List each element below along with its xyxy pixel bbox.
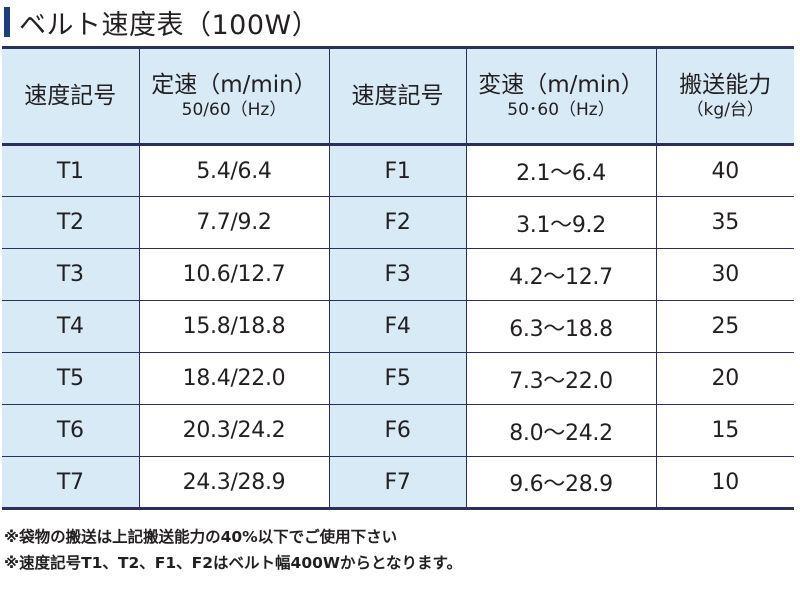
cell-capacity: 35 bbox=[655, 196, 794, 249]
cell-variable-speed: 3.1〜9.2 bbox=[465, 196, 657, 249]
header-capacity: 搬送能力 （kg/台） bbox=[655, 46, 794, 146]
header-speed-code-fixed: 速度記号 bbox=[2, 46, 140, 146]
cell-capacity: 25 bbox=[655, 300, 794, 353]
cell-fixed-code: T6 bbox=[2, 404, 140, 457]
cell-fixed-speed: 20.3/24.2 bbox=[138, 404, 330, 457]
header-speed-code-variable: 速度記号 bbox=[328, 46, 467, 146]
cell-fixed-speed: 15.8/18.8 bbox=[138, 300, 330, 353]
cell-fixed-speed: 18.4/22.0 bbox=[138, 352, 330, 405]
table-header-row: 速度記号 定速（m/min） 50/60（Hz） 速度記号 変速（m/min） … bbox=[2, 46, 794, 146]
cell-capacity: 40 bbox=[655, 144, 794, 197]
cell-variable-code: F3 bbox=[328, 248, 467, 301]
belt-speed-table: 速度記号 定速（m/min） 50/60（Hz） 速度記号 変速（m/min） … bbox=[2, 46, 794, 510]
header-fixed-speed: 定速（m/min） 50/60（Hz） bbox=[138, 46, 330, 146]
cell-variable-code: F5 bbox=[328, 352, 467, 405]
table-row: T5 18.4/22.0 F5 7.3〜22.0 20 bbox=[2, 352, 794, 405]
cell-variable-speed: 8.0〜24.2 bbox=[465, 404, 657, 457]
cell-variable-speed: 2.1〜6.4 bbox=[465, 144, 657, 197]
cell-fixed-speed: 5.4/6.4 bbox=[138, 144, 330, 197]
cell-variable-code: F1 bbox=[328, 144, 467, 197]
cell-fixed-code: T4 bbox=[2, 300, 140, 353]
footnote-belt-width: ※速度記号T1、T2、F1、F2はベルト幅400Wからとなります。 bbox=[4, 554, 462, 572]
table-row: T1 5.4/6.4 F1 2.1〜6.4 40 bbox=[2, 144, 794, 197]
title-row: ベルト速度表（100W） bbox=[4, 4, 320, 41]
cell-variable-speed: 6.3〜18.8 bbox=[465, 300, 657, 353]
cell-capacity: 15 bbox=[655, 404, 794, 457]
title-accent-bar bbox=[4, 7, 10, 37]
cell-capacity: 30 bbox=[655, 248, 794, 301]
cell-fixed-code: T3 bbox=[2, 248, 140, 301]
footnotes: ※袋物の搬送は上記搬送能力の40%以下でご使用下さい ※速度記号T1、T2、F1… bbox=[4, 524, 462, 576]
cell-fixed-code: T5 bbox=[2, 352, 140, 405]
cell-variable-speed: 9.6〜28.9 bbox=[465, 456, 657, 510]
cell-variable-code: F7 bbox=[328, 456, 467, 510]
page-title: ベルト速度表（100W） bbox=[19, 9, 320, 41]
cell-fixed-speed: 7.7/9.2 bbox=[138, 196, 330, 249]
table-row: T4 15.8/18.8 F4 6.3〜18.8 25 bbox=[2, 300, 794, 353]
table-row: T7 24.3/28.9 F7 9.6〜28.9 10 bbox=[2, 456, 794, 510]
table-row: T6 20.3/24.2 F6 8.0〜24.2 15 bbox=[2, 404, 794, 457]
cell-variable-code: F4 bbox=[328, 300, 467, 353]
cell-fixed-speed: 24.3/28.9 bbox=[138, 456, 330, 510]
cell-capacity: 10 bbox=[655, 456, 794, 510]
header-variable-speed: 変速（m/min） 50･60（Hz） bbox=[465, 46, 657, 146]
cell-fixed-code: T2 bbox=[2, 196, 140, 249]
cell-fixed-code: T1 bbox=[2, 144, 140, 197]
cell-fixed-code: T7 bbox=[2, 456, 140, 510]
footnote-bag-capacity: ※袋物の搬送は上記搬送能力の40%以下でご使用下さい bbox=[4, 528, 398, 546]
cell-variable-code: F2 bbox=[328, 196, 467, 249]
cell-variable-speed: 4.2〜12.7 bbox=[465, 248, 657, 301]
table-row: T2 7.7/9.2 F2 3.1〜9.2 35 bbox=[2, 196, 794, 249]
cell-capacity: 20 bbox=[655, 352, 794, 405]
cell-variable-code: F6 bbox=[328, 404, 467, 457]
cell-fixed-speed: 10.6/12.7 bbox=[138, 248, 330, 301]
table-row: T3 10.6/12.7 F3 4.2〜12.7 30 bbox=[2, 248, 794, 301]
cell-variable-speed: 7.3〜22.0 bbox=[465, 352, 657, 405]
